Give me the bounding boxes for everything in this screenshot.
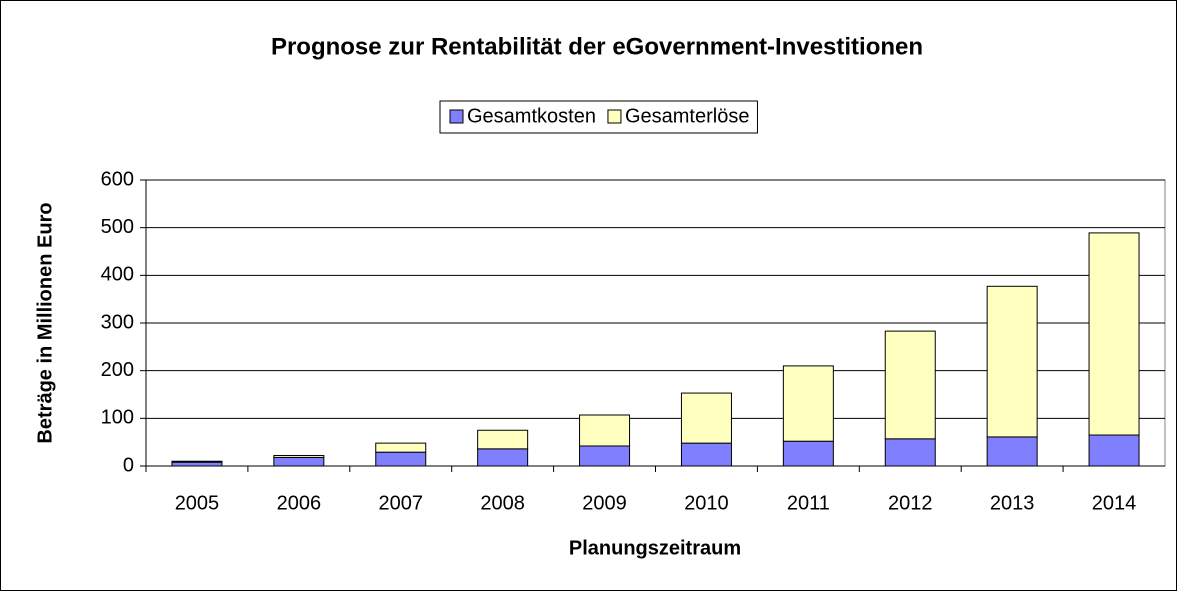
y-tick-label: 300 xyxy=(101,311,134,333)
bar-segment xyxy=(171,460,223,463)
bar-segment xyxy=(477,448,529,467)
y-tick-label: 100 xyxy=(101,407,134,429)
y-tick-label: 400 xyxy=(101,264,134,286)
bar-segment xyxy=(680,442,732,467)
legend-label: Gesamtkosten xyxy=(467,105,596,127)
y-tick-label: 0 xyxy=(123,454,134,476)
legend-label: Gesamterlöse xyxy=(625,105,750,127)
bar-segment xyxy=(375,451,427,467)
bar-segment xyxy=(884,438,936,467)
x-tick-label: 2009 xyxy=(582,492,627,514)
y-axis-label: Beträge in Millionen Euro xyxy=(34,202,56,443)
x-tick-label: 2013 xyxy=(990,492,1035,514)
bar-segment xyxy=(579,445,631,467)
x-tick-label: 2006 xyxy=(277,492,322,514)
x-tick-label: 2012 xyxy=(888,492,933,514)
bar-segment xyxy=(884,330,936,440)
x-tick-label: 2005 xyxy=(175,492,220,514)
x-tick-label: 2011 xyxy=(787,492,830,514)
bar-segment xyxy=(375,442,427,453)
x-axis-label: Planungszeitraum xyxy=(569,537,741,559)
bar-segment xyxy=(986,436,1038,467)
bar-segment xyxy=(273,456,325,467)
bar-segment xyxy=(986,285,1038,438)
legend-swatch xyxy=(607,109,622,124)
bar-segment xyxy=(782,365,834,442)
bar-segment xyxy=(1088,434,1140,467)
bar-segment xyxy=(1088,232,1140,436)
x-tick-label: 2007 xyxy=(379,492,424,514)
x-tick-label: 2014 xyxy=(1092,492,1137,514)
legend-box xyxy=(439,100,758,134)
bar-segment xyxy=(273,455,325,458)
x-tick-label: 2010 xyxy=(684,492,729,514)
y-tick-label: 500 xyxy=(101,216,134,238)
y-tick-label: 200 xyxy=(101,359,134,381)
legend: Gesamtkosten Gesamterlöse xyxy=(439,100,758,134)
bar-segment xyxy=(477,429,529,450)
bar-segment xyxy=(171,461,223,467)
y-tick-label: 600 xyxy=(101,168,134,190)
legend-swatch xyxy=(449,109,464,124)
bar-segment xyxy=(579,414,631,447)
bar-segment xyxy=(680,392,732,444)
x-tick-label: 2008 xyxy=(480,492,525,514)
bar-segment xyxy=(782,440,834,467)
chart-title: Prognose zur Rentabilität der eGovernmen… xyxy=(271,33,923,60)
